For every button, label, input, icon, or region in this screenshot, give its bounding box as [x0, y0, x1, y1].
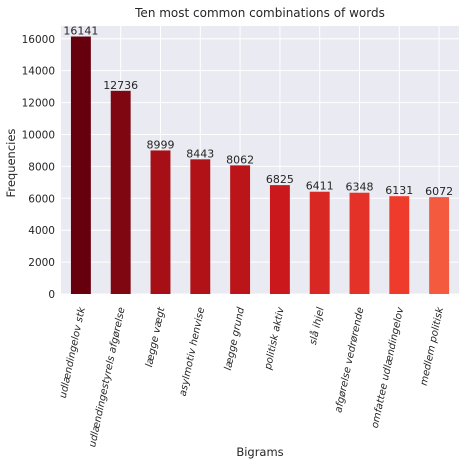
bar — [429, 197, 450, 294]
x-tick-label: slå ihjel — [306, 306, 327, 346]
data-label: 6348 — [346, 181, 374, 194]
data-label: 6072 — [425, 185, 453, 198]
y-tick-label: 14000 — [22, 66, 55, 78]
x-tick-label: politisk aktiv — [263, 305, 287, 371]
y-tick-label: 8000 — [28, 161, 55, 173]
x-tick-label: asylmotiv henvise — [178, 306, 208, 397]
x-tick-label: afgørelse vedrørende — [333, 306, 366, 413]
y-axis-ticks: 0 2000 4000 6000 8000 10000 12000 14000 16000 — [22, 34, 55, 301]
data-label: 12736 — [103, 79, 138, 92]
x-tick-label: omfattee udlændingelov — [370, 305, 407, 429]
data-label: 8443 — [186, 147, 214, 160]
x-tick-label: udlændingestyrels afgørelse — [87, 306, 127, 448]
chart-title: Ten most common combinations of words — [134, 6, 385, 20]
bar — [269, 185, 290, 294]
data-labels: 16141 12736 8999 8443 8062 6825 6411 6348 6131 60… — [63, 25, 453, 199]
bar — [349, 192, 370, 294]
y-tick-label: 0 — [48, 289, 55, 301]
y-tick-label: 4000 — [28, 225, 55, 237]
bar — [190, 159, 211, 294]
bar — [230, 165, 251, 294]
bar — [70, 36, 91, 294]
data-label: 16141 — [63, 25, 98, 38]
bar — [389, 196, 410, 294]
x-tick-label: udlændingelov stk — [58, 305, 88, 399]
x-axis-label: Bigrams — [236, 445, 283, 459]
bars-group — [70, 36, 450, 294]
y-axis-label: Frequencies — [4, 129, 18, 198]
y-tick-label: 10000 — [22, 129, 55, 141]
data-label: 6411 — [306, 180, 334, 193]
x-axis-ticks: udlændingelov stk udlændingestyrels afgør… — [58, 305, 446, 448]
bar — [309, 191, 330, 294]
y-tick-label: 12000 — [22, 98, 55, 110]
bar — [110, 90, 131, 294]
data-label: 8999 — [147, 138, 175, 151]
x-tick-label: medlem politisk — [419, 305, 447, 387]
data-label: 8062 — [226, 153, 254, 166]
y-tick-label: 2000 — [28, 257, 55, 269]
data-label: 6825 — [266, 173, 294, 186]
bar — [150, 150, 171, 294]
x-tick-label: lægge vægt — [144, 305, 168, 368]
y-tick-label: 6000 — [28, 193, 55, 205]
x-tick-label: lægge grund — [223, 306, 247, 372]
data-label: 6131 — [385, 184, 413, 197]
y-tick-label: 16000 — [22, 34, 55, 46]
